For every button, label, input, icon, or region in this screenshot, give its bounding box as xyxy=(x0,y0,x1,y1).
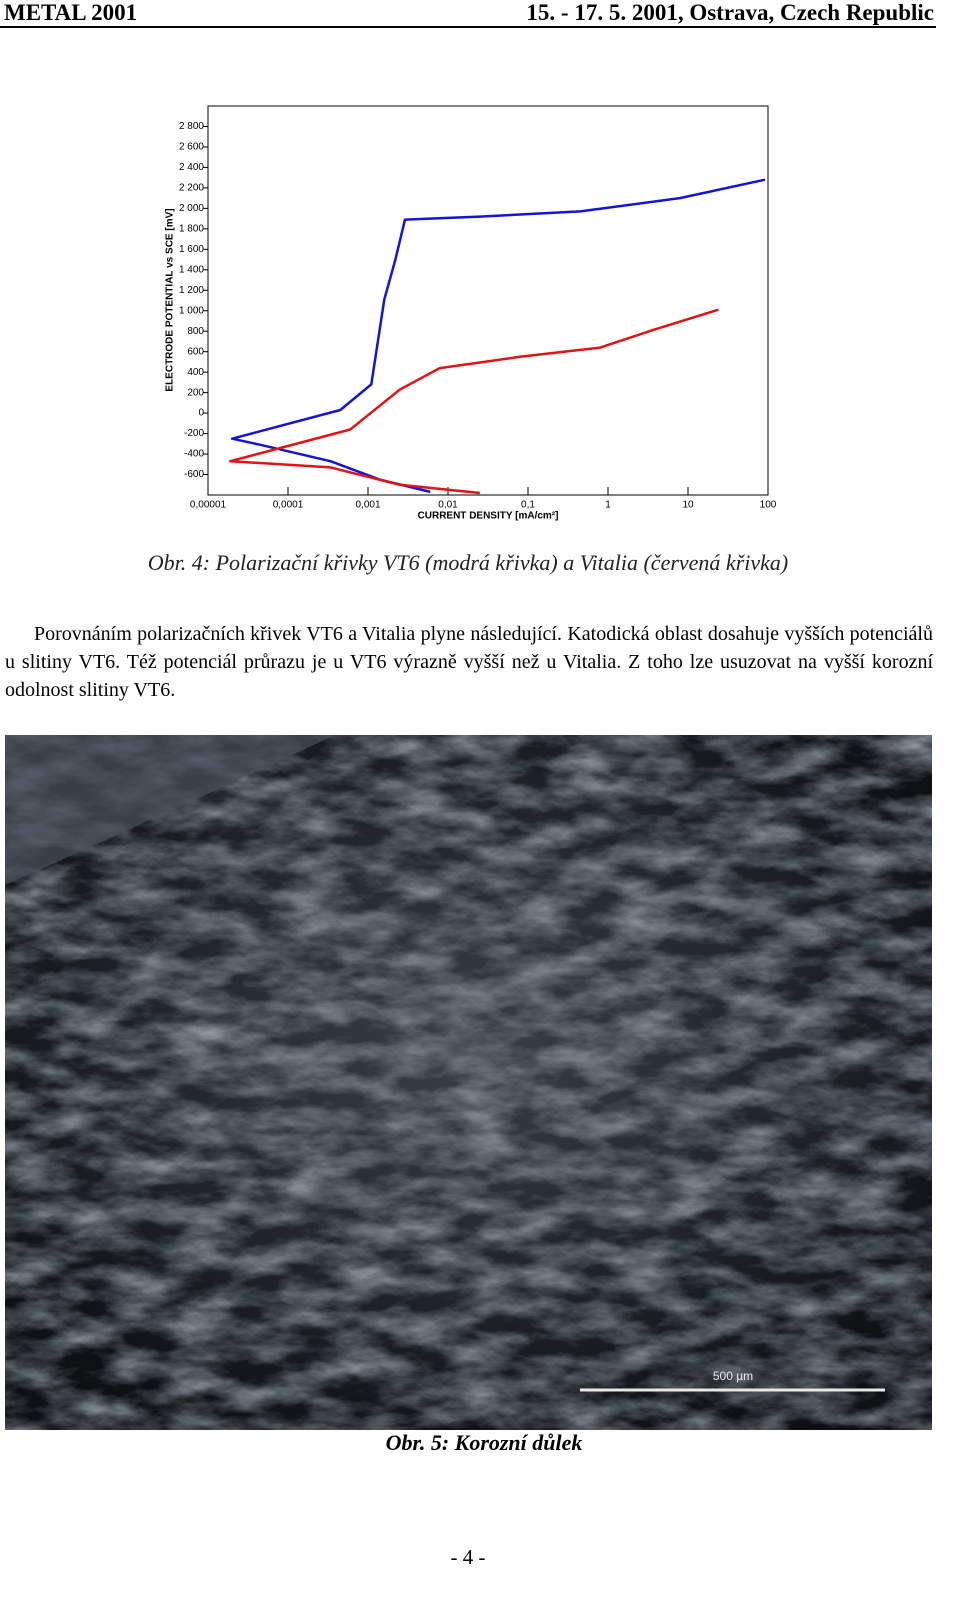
x-tick-label: 0,01 xyxy=(438,500,458,511)
scale-label: 500 µm xyxy=(713,1369,753,1383)
y-tick-label: 2 600 xyxy=(179,142,204,153)
y-tick-label: -400 xyxy=(184,449,204,460)
header-right: 15. - 17. 5. 2001, Ostrava, Czech Republ… xyxy=(526,0,934,25)
y-tick-label: 2 400 xyxy=(179,162,204,173)
y-tick-label: -200 xyxy=(184,428,204,439)
y-tick-label: 1 000 xyxy=(179,305,204,316)
y-axis-label: ELECTRODE POTENTIAL vs SCE [mV] xyxy=(165,208,176,391)
y-tick-label: 2 200 xyxy=(179,183,204,194)
y-tick-label: 1 400 xyxy=(179,264,204,275)
x-axis-label: CURRENT DENSITY [mA/cm²] xyxy=(418,511,559,522)
figure-caption: Obr. 4: Polarizační křivky VT6 (modrá kř… xyxy=(147,550,789,575)
y-tick-label: -600 xyxy=(184,469,204,480)
header-left: METAL 2001 xyxy=(4,0,138,25)
y-tick-label: 2 000 xyxy=(179,203,204,214)
x-tick-label: 0,001 xyxy=(355,500,380,511)
x-tick-label: 0,00001 xyxy=(190,500,227,511)
y-tick-label: 1 200 xyxy=(179,285,204,296)
figure-caption: Obr. 5: Korozní důlek xyxy=(385,1430,583,1455)
x-tick-label: 100 xyxy=(760,500,777,511)
x-tick-label: 0,0001 xyxy=(273,500,304,511)
photo-surface xyxy=(5,735,335,885)
y-tick-label: 1 600 xyxy=(179,244,204,255)
series-line xyxy=(230,178,766,494)
plot-frame xyxy=(207,105,769,496)
x-tick-label: 10 xyxy=(682,500,694,511)
chart: ELECTRODE POTENTIAL vs SCE [mV] CURRENT … xyxy=(165,105,777,522)
y-tick-label: 0 xyxy=(198,408,204,419)
y-tick-label: 200 xyxy=(187,387,204,398)
paragraph: Porovnáním polarizačních křivek VT6 a Vi… xyxy=(5,623,933,701)
sem-photo: 500 µm xyxy=(5,735,932,1430)
y-tick-label: 400 xyxy=(187,367,204,378)
page-number: - 4 - xyxy=(450,1545,486,1569)
y-tick-label: 2 800 xyxy=(179,121,204,132)
header-rule xyxy=(0,26,936,28)
photo-texture xyxy=(5,735,932,1430)
y-tick-label: 600 xyxy=(187,346,204,357)
x-tick-label: 1 xyxy=(605,500,611,511)
series-line xyxy=(229,308,719,495)
y-tick-label: 800 xyxy=(187,326,204,337)
y-tick-label: 1 800 xyxy=(179,223,204,234)
x-tick-label: 0,1 xyxy=(521,500,535,511)
